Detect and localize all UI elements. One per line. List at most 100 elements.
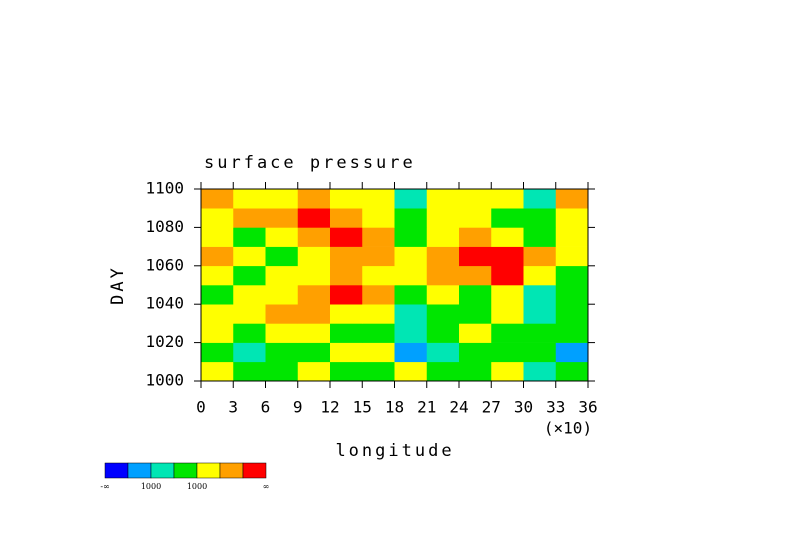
heatmap-cell [265, 227, 299, 247]
heatmap-cell [201, 361, 234, 382]
x-tick-label: 0 [196, 398, 206, 417]
heatmap-cell [394, 304, 428, 324]
heatmap-cell [297, 208, 331, 228]
heatmap-cell [491, 227, 524, 247]
heatmap-cell [297, 342, 331, 363]
heatmap-cell [491, 285, 524, 305]
heatmap-cell [394, 323, 428, 343]
heatmap-cell [233, 208, 266, 228]
heatmap-cell [233, 189, 266, 209]
heatmap-cell [330, 304, 363, 324]
heatmap-cell [233, 285, 266, 305]
heatmap-cell [555, 323, 589, 343]
heatmap-cell [426, 342, 460, 363]
heatmap-cell [265, 189, 299, 209]
heatmap-cell [555, 265, 589, 286]
heatmap-cell [201, 323, 234, 343]
heatmap-cell [394, 189, 428, 209]
colorbar-swatch [173, 462, 198, 479]
heatmap-cell [201, 189, 234, 209]
heatmap-cell [394, 227, 428, 247]
heatmap-cell [362, 208, 395, 228]
heatmap-cell [330, 189, 363, 209]
heatmap-cell [491, 189, 524, 209]
y-tick-label: 1060 [145, 255, 184, 274]
x-tick-label: 27 [482, 398, 501, 417]
heatmap-cell [362, 189, 395, 209]
heatmap-cell [459, 246, 492, 267]
heatmap-cell [233, 323, 266, 343]
heatmap-cell [426, 285, 460, 305]
colorbar-swatch [196, 462, 221, 479]
heatmap-cell [523, 208, 557, 228]
colorbar-swatch [104, 462, 129, 479]
heatmap-cell [523, 265, 557, 286]
heatmap-cell [330, 323, 363, 343]
heatmap-cell [330, 265, 363, 286]
colorbar-swatch [219, 462, 244, 479]
heatmap-cell [265, 246, 299, 267]
heatmap-cell [233, 246, 266, 267]
x-tick-label: 9 [293, 398, 303, 417]
heatmap-cell [459, 342, 492, 363]
heatmap-cell [297, 285, 331, 305]
heatmap-cell [201, 208, 234, 228]
heatmap-cell [233, 304, 266, 324]
x-tick-label: 12 [320, 398, 339, 417]
heatmap-cell [523, 227, 557, 247]
heatmap-cell [459, 265, 492, 286]
heatmap-cell [362, 342, 395, 363]
heatmap-cell [523, 246, 557, 267]
x-tick-label: 18 [385, 398, 404, 417]
y-axis-label: DAY [108, 265, 128, 305]
heatmap-cell [523, 189, 557, 209]
heatmap-cell [491, 342, 524, 363]
heatmap-cell [330, 227, 363, 247]
heatmap-cell [426, 189, 460, 209]
heatmap-cell [330, 246, 363, 267]
y-tick-label: 1100 [145, 179, 184, 198]
x-tick-label: 6 [261, 398, 271, 417]
heatmap-cell [265, 285, 299, 305]
heatmap-cell [265, 342, 299, 363]
colorbar-label: ∞ [263, 482, 270, 491]
heatmap-cell [362, 285, 395, 305]
heatmap-cell [555, 285, 589, 305]
heatmap-cell [555, 246, 589, 267]
heatmap-cell [523, 304, 557, 324]
heatmap-cell [330, 361, 363, 382]
heatmap-cell [362, 227, 395, 247]
heatmap-cell [297, 265, 331, 286]
heatmap-cell [265, 304, 299, 324]
heatmap-cell [233, 227, 266, 247]
heatmap-cell [297, 189, 331, 209]
heatmap-cell [394, 342, 428, 363]
heatmap-cell [265, 323, 299, 343]
heatmap-cell [555, 304, 589, 324]
colorbar-label: 1000 [187, 482, 207, 491]
x-tick-label: 33 [546, 398, 565, 417]
heatmap-cell [426, 323, 460, 343]
heatmap-cell [426, 227, 460, 247]
heatmap-cell [523, 361, 557, 382]
heatmap-cell [426, 265, 460, 286]
x-tick-label: 15 [353, 398, 372, 417]
colorbar-swatch [127, 462, 152, 479]
x-tick-label: 24 [449, 398, 468, 417]
heatmap-cell [491, 246, 524, 267]
heatmap-cell [362, 304, 395, 324]
heatmap-cell [394, 265, 428, 286]
heatmap-cell [426, 304, 460, 324]
heatmap-cell [330, 285, 363, 305]
heatmap-cell [555, 342, 589, 363]
heatmap-cell [394, 285, 428, 305]
heatmap-cell [459, 361, 492, 382]
x-tick-label: 3 [228, 398, 238, 417]
heatmap-cell [394, 246, 428, 267]
heatmap-cell [297, 323, 331, 343]
x-tick-label: 30 [514, 398, 533, 417]
heatmap-cell [265, 208, 299, 228]
x-axis-label: longitude [335, 441, 454, 461]
heatmap-cell [555, 361, 589, 382]
